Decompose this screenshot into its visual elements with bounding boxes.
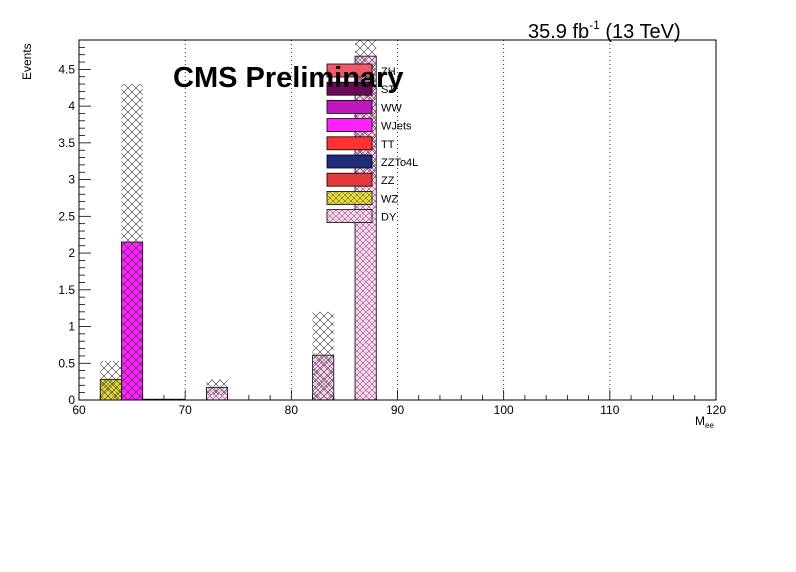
y-tick-label-2: 1 <box>68 320 75 334</box>
y-axis-label: Events <box>20 43 34 80</box>
x-tick-label-80: 80 <box>285 403 299 417</box>
legend-swatch-hatch-dy <box>327 209 372 223</box>
lumi-label: 35.9 fb-1 (13 TeV) <box>528 18 681 43</box>
legend-label-st: ST <box>381 84 395 96</box>
y-tick-label-7: 3.5 <box>58 136 75 150</box>
legend: ZH ST WW WJets TT ZZTo4L ZZ WZ DY <box>326 63 418 224</box>
legend-label-zh: ZH <box>381 66 396 78</box>
y-tick-label-1: 0.5 <box>58 356 75 370</box>
uncertainty-82 <box>312 311 334 400</box>
legend-swatch-zh <box>326 63 373 78</box>
lumi-energy: (13 TeV) <box>600 21 681 43</box>
legend-label-tt: TT <box>381 139 395 151</box>
lumi-value: 35.9 fb <box>528 21 589 43</box>
x-tick-label-120: 120 <box>706 403 726 417</box>
y-tick-label-6: 3 <box>68 173 75 187</box>
legend-swatch-ww <box>326 100 373 114</box>
legend-swatch-tt <box>326 136 373 151</box>
x-tick-label-60: 60 <box>72 403 86 417</box>
y-tick-label-5: 2.5 <box>58 209 75 223</box>
x-tick-label-70: 70 <box>178 403 192 417</box>
legend-label-zz: ZZ <box>381 175 395 187</box>
y-tick-label-4: 2 <box>68 246 75 260</box>
y-tick-label-3: 1.5 <box>58 283 75 297</box>
uncertainty-64 <box>121 84 143 400</box>
x-axis-label-main: M <box>695 414 705 428</box>
y-axis: 0 0.5 1 1.5 2 2.5 3 3.5 4 4.5 <box>58 39 91 407</box>
legend-label-zzto4l: ZZTo4L <box>381 157 418 169</box>
vertical-grid <box>184 40 611 400</box>
legend-label-dy: DY <box>381 212 397 224</box>
lumi-exponent: -1 <box>589 18 600 32</box>
x-axis-label: Mee <box>695 414 714 430</box>
legend-label-ww: WW <box>381 102 402 114</box>
x-tick-label-110: 110 <box>600 403 619 417</box>
uncertainty-62 <box>100 361 122 399</box>
legend-swatch-hatch-wz <box>327 191 372 205</box>
x-tick-label-100: 100 <box>494 403 514 417</box>
uncertainty-72 <box>206 379 228 395</box>
cms-label: CMS Preliminary <box>173 62 403 94</box>
legend-swatch-st <box>326 81 373 96</box>
legend-label-wz: WZ <box>381 193 398 205</box>
x-axis-label-sub: ee <box>705 421 714 430</box>
legend-label-wjets: WJets <box>381 121 412 133</box>
y-tick-label-9: 4.5 <box>58 62 75 76</box>
legend-swatch-zz <box>326 172 373 187</box>
y-tick-label-8: 4 <box>68 99 75 113</box>
legend-swatch-zzto4l <box>326 154 373 169</box>
y-tick-label-0: 0 <box>68 393 75 407</box>
x-axis: 60 70 80 90 100 110 120 <box>72 390 726 417</box>
legend-swatch-wjets <box>326 118 373 132</box>
x-tick-label-90: 90 <box>391 403 405 417</box>
